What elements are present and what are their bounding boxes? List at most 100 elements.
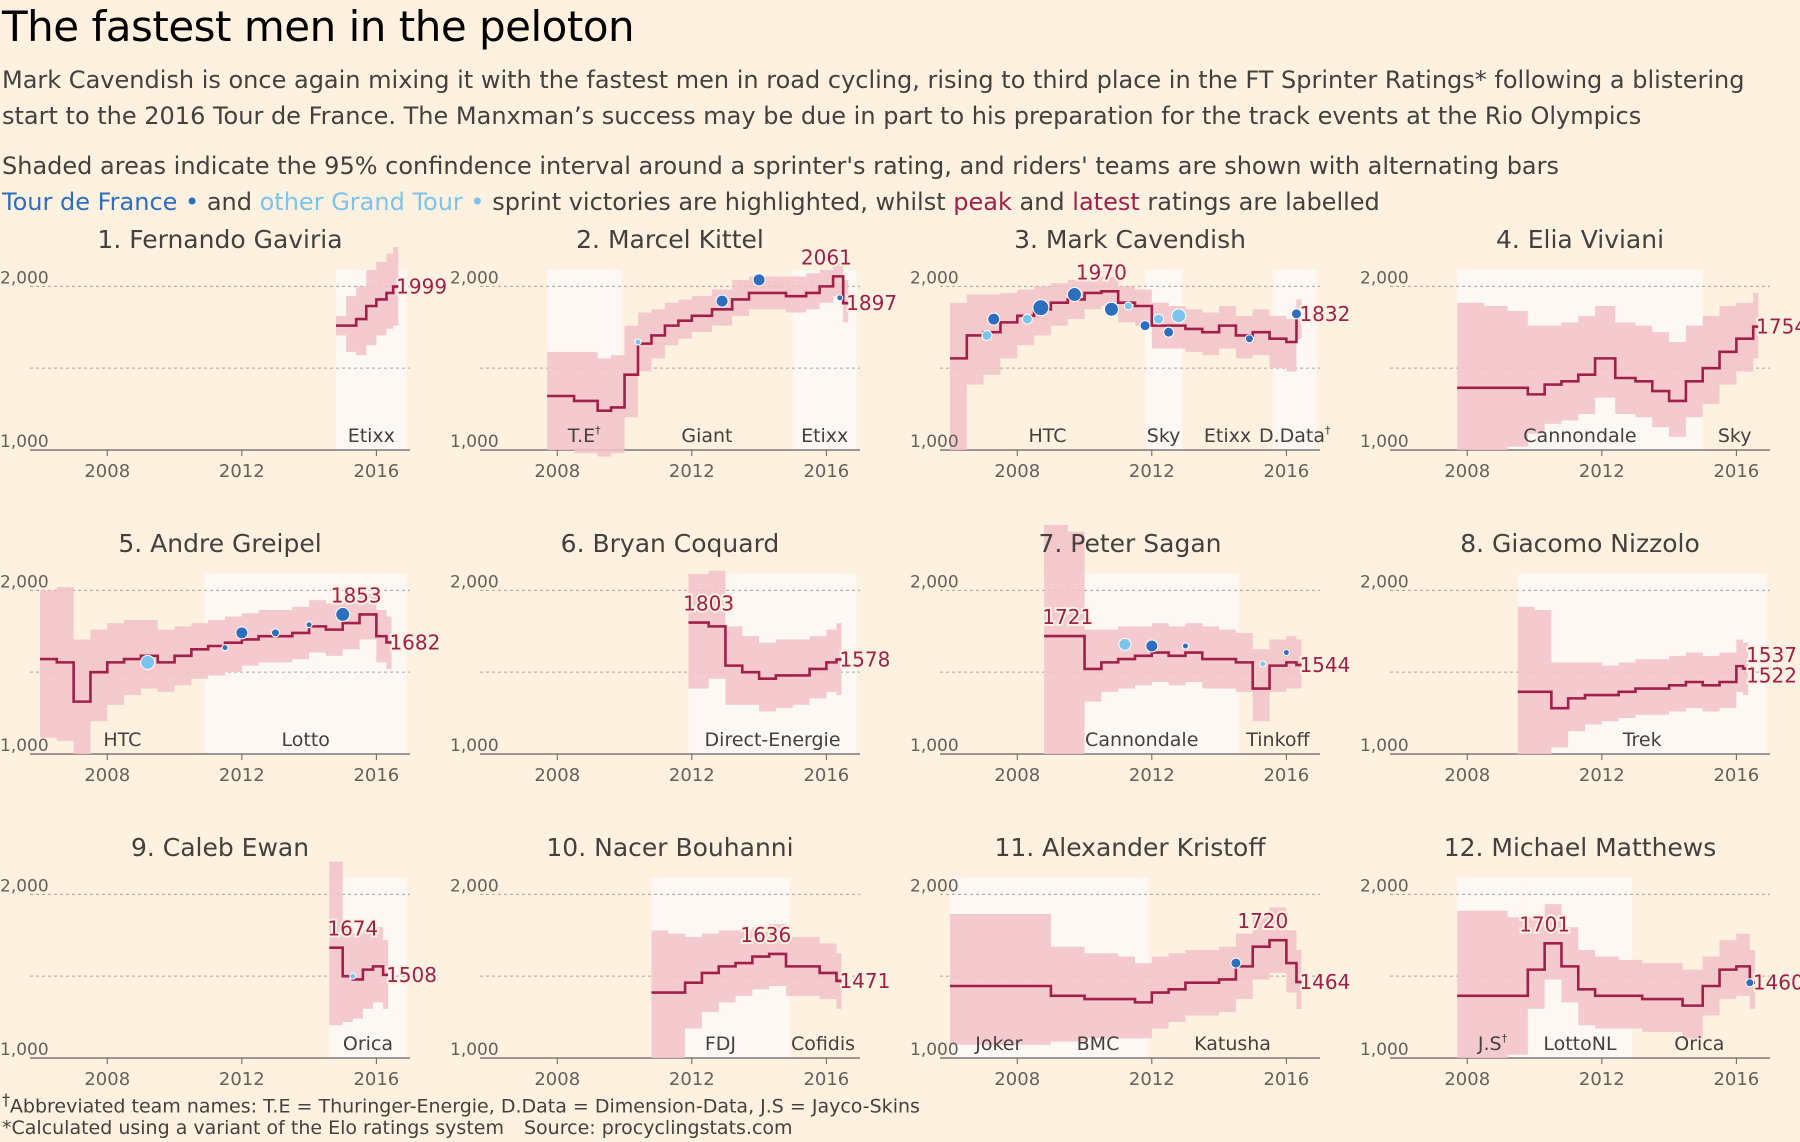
rider-panel-6: Direct-Energie 2,000 1,000 2008 2012 2016 1803… [450,529,892,786]
latest-rating-label: 1471 [839,969,890,993]
x-tick-label: 2012 [219,1069,265,1090]
rider-panel-1: Etixx 2,000 1,000 2008 2012 2016 1999 1. Fernan… [0,225,449,482]
latest-rating-label: 1897 [846,291,897,315]
team-label: Giant [681,425,732,447]
peak-rating-label: 1721 [1042,605,1093,629]
rider-title: 10. Nacer Bouhanni [546,833,793,862]
tour-de-france-win-dot [235,626,249,640]
legend-line-1: Shaded areas indicate the 95% confindenc… [2,152,1559,180]
footnote-abbreviations: †Abbreviated team names: T.E = Thuringer… [2,1090,920,1117]
legend-end: ratings are labelled [1139,188,1380,216]
x-tick-label: 2008 [1444,765,1490,786]
other-grand-tour-win-dot [140,654,156,670]
team-label: T.E† [567,424,601,447]
team-label: Etixx [348,425,395,447]
team-label-dagger: † [1502,1032,1508,1045]
footnote-dagger: † [2,1090,10,1109]
rider-title: 1. Fernando Gaviria [97,225,342,254]
rider-title: 2. Marcel Kittel [576,225,764,254]
y-tick-label: 2,000 [450,268,499,288]
peak-rating-label: 1853 [331,583,382,607]
other-grand-tour-win-dot [981,329,993,341]
x-tick-label: 2012 [1579,461,1625,482]
y-tick-label: 2,000 [0,268,49,288]
team-label: Etixx [801,425,848,447]
latest-rating-label: 1682 [389,630,440,654]
rating-line [950,938,1302,1004]
x-tick-label: 2008 [84,765,130,786]
legend-and: and [199,188,260,216]
peak-rating-label: 2061 [801,245,852,269]
legend-ogt-label: other Grand Tour [259,188,463,216]
tour-de-france-win-dot [1163,326,1175,338]
footnote-abbrev-text: Abbreviated team names: T.E = Thuringer-… [9,1095,920,1118]
tour-de-france-win-dot [1139,320,1151,332]
rider-panel-5: HTC Lotto 2,000 1,000 2008 2012 2016 1853 1682 5.… [0,529,442,786]
legend-mid: sprint victories are highlighted, whilst [484,188,954,216]
rider-panel-3: HTC Sky Etixx D.Data† 2,000 1,000 2008 2012 2016… [910,225,1352,482]
tour-de-france-win-dot [752,273,766,287]
other-grand-tour-win-dot [1118,637,1132,651]
rider-panel-11: Joker BMC Katusha 2,000 1,000 2008 2012 2016 172… [910,833,1352,1090]
x-tick-label: 2016 [353,461,399,482]
team-label: HTC [1029,425,1067,447]
legend-tdf-label: Tour de France [2,188,178,216]
y-tick-label: 2,000 [450,572,499,592]
confidence-band [1517,606,1749,754]
legend-ogt-dot: • [470,188,485,216]
x-tick-label: 2008 [994,765,1040,786]
latest-rating-label: 1464 [1299,970,1350,994]
x-tick-label: 2012 [669,1069,715,1090]
x-tick-label: 2012 [1129,765,1175,786]
rider-title: 5. Andre Greipel [118,529,321,558]
y-tick-label: 1,000 [450,736,499,756]
tour-de-france-win-dot [1230,957,1242,969]
team-label: Cannondale [1523,425,1636,447]
rider-title: 11. Alexander Kristoff [994,833,1266,862]
team-label: Direct-Energie [705,729,841,751]
other-grand-tour-win-dot [349,972,357,980]
x-tick-label: 2016 [353,765,399,786]
tour-de-france-win-dot [221,644,229,652]
y-tick-label: 2,000 [1360,268,1409,288]
confidence-band [40,587,392,754]
latest-rating-label: 1832 [1299,302,1350,326]
team-label: Joker [974,1033,1022,1055]
rider-title: 6. Bryan Coquard [561,529,780,558]
team-label: Tinkoff [1245,729,1310,751]
x-tick-label: 2012 [219,765,265,786]
x-tick-label: 2012 [1579,765,1625,786]
team-label: Sky [1147,425,1181,447]
team-label: Katusha [1194,1033,1271,1055]
team-label: LottoNL [1543,1033,1617,1055]
y-tick-label: 2,000 [1360,572,1409,592]
rider-title: 4. Elia Viviani [1496,225,1664,254]
x-tick-label: 2008 [534,765,580,786]
other-grand-tour-win-dot [1171,308,1187,324]
tour-de-france-win-dot [270,628,280,638]
peak-rating-label: 1970 [1076,260,1127,284]
latest-rating-label: 1508 [386,963,437,987]
y-tick-label: 2,000 [0,876,49,896]
page-title: The fastest men in the peloton [2,2,635,51]
tour-de-france-win-dot [1032,299,1050,317]
confidence-band [950,907,1302,1045]
y-tick-label: 1,000 [450,432,499,452]
tour-de-france-win-dot [1066,287,1082,303]
confidence-band [1457,292,1759,450]
x-tick-label: 2008 [84,1069,130,1090]
team-label: Trek [1622,729,1662,751]
y-tick-label: 2,000 [910,268,959,288]
page-subtitle: Mark Cavendish is once again mixing it w… [2,66,1745,130]
peak-rating-label: 1803 [683,592,734,616]
x-tick-label: 2008 [994,461,1040,482]
rating-line [1457,941,1755,1007]
x-tick-label: 2016 [803,1069,849,1090]
confidence-band [950,276,1302,450]
team-label: J.S† [1477,1032,1508,1055]
y-tick-label: 1,000 [1360,1040,1409,1060]
team-label: Orica [343,1033,393,1055]
peak-rating-label: 1636 [740,923,791,947]
